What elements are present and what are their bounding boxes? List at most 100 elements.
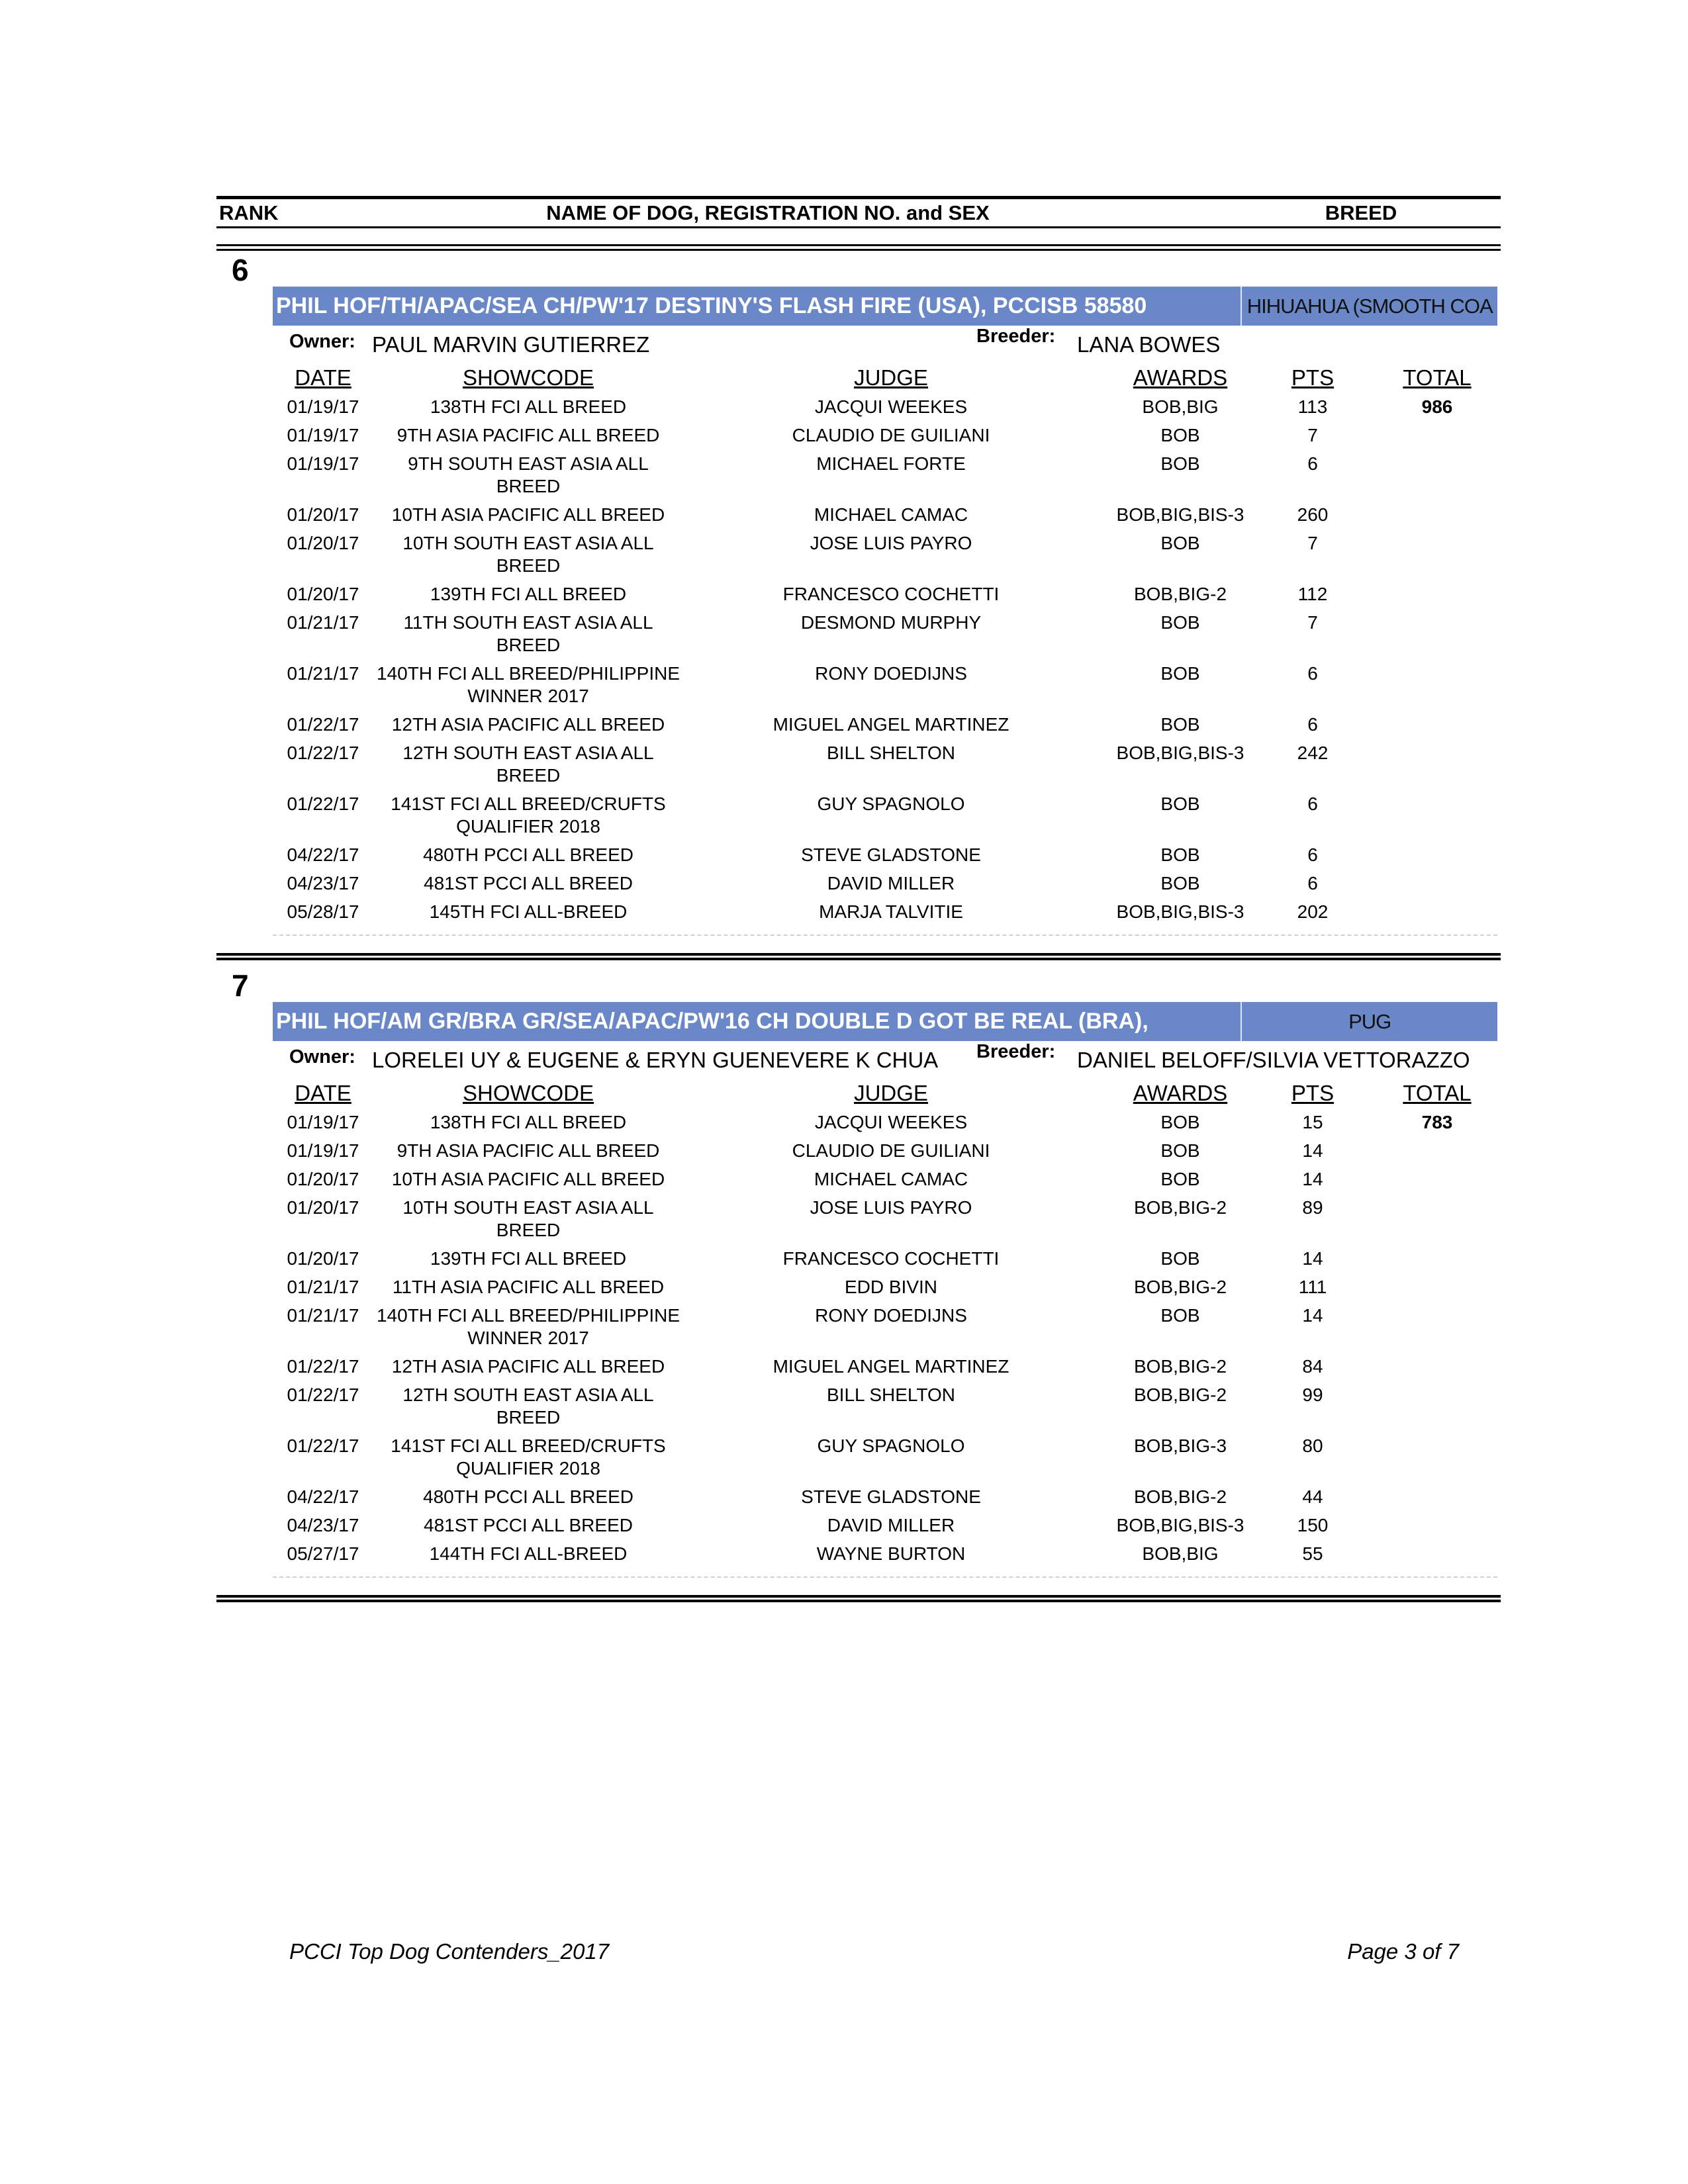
breed-cell: PUG xyxy=(1241,1002,1497,1041)
pts: 84 xyxy=(1302,1356,1323,1377)
rank: 6 xyxy=(232,253,249,287)
showcode: 144TH FCI ALL-BREED xyxy=(429,1543,628,1564)
date: 01/22/17 xyxy=(287,1356,359,1377)
date: 01/21/17 xyxy=(287,663,359,684)
empty-cell xyxy=(1360,1384,1515,1429)
result-row: 05/27/17 144TH FCI ALL-BREED WAYNE BURTON B… xyxy=(277,1540,1515,1569)
pts: 202 xyxy=(1297,901,1329,922)
judge: RONY DOEDIJNS xyxy=(815,1305,967,1326)
judge: MICHAEL CAMAC xyxy=(814,1169,968,1189)
header-rank: RANK xyxy=(219,201,279,224)
rule xyxy=(216,226,1501,228)
result-row: 01/20/17 10TH ASIA PACIFIC ALL BREED MICHA… xyxy=(277,1165,1515,1194)
showcode: 11TH ASIA PACIFIC ALL BREED xyxy=(392,1277,665,1297)
awards: BOB,BIG xyxy=(1142,1543,1219,1564)
date: 01/20/17 xyxy=(287,1197,359,1218)
column-header: JUDGE xyxy=(854,1081,928,1105)
result-row: 01/22/17 141ST FCI ALL BREED/CRUFTS QUALI… xyxy=(277,790,1515,841)
empty-cell xyxy=(1360,1355,1515,1378)
empty-cell xyxy=(1360,424,1515,447)
awards: BOB xyxy=(1160,714,1200,735)
awards: BOB,BIG-2 xyxy=(1133,1486,1227,1507)
awards: BOB,BIG,BIS-3 xyxy=(1116,901,1244,922)
total: 783 xyxy=(1421,1112,1453,1132)
column-headers: DATE SHOWCODE JUDGE AWARDS PTS TOTAL xyxy=(277,363,1515,393)
breeder-label: Breeder: xyxy=(976,1041,1056,1062)
date: 05/27/17 xyxy=(287,1543,359,1564)
judge: DESMOND MURPHY xyxy=(800,612,982,633)
awards: BOB xyxy=(1160,533,1200,553)
dog-bar: PHIL HOF/TH/APAC/SEA CH/PW'17 DESTINY'S … xyxy=(273,287,1497,326)
awards: BOB xyxy=(1160,873,1200,893)
result-row: 01/22/17 12TH SOUTH EAST ASIA ALL BREED BI… xyxy=(277,739,1515,790)
judge: STEVE GLADSTONE xyxy=(801,1486,981,1507)
date: 04/22/17 xyxy=(287,1486,359,1507)
result-row: 01/21/17 140TH FCI ALL BREED/PHILIPPINE W… xyxy=(277,660,1515,711)
showcode: 10TH ASIA PACIFIC ALL BREED xyxy=(391,1169,665,1189)
judge: CLAUDIO DE GUILIANI xyxy=(792,1140,990,1161)
entries: 6 PHIL HOF/TH/APAC/SEA CH/PW'17 DESTINY'S… xyxy=(0,254,1688,1602)
total: 986 xyxy=(1421,396,1453,417)
showcode: 11TH SOUTH EAST ASIA ALL BREED xyxy=(403,612,653,655)
awards: BOB,BIG-2 xyxy=(1133,1277,1227,1297)
awards: BOB xyxy=(1160,844,1200,865)
awards: BOB xyxy=(1160,1140,1200,1161)
date: 01/20/17 xyxy=(287,1169,359,1189)
awards: BOB xyxy=(1160,1169,1200,1189)
date: 01/22/17 xyxy=(287,714,359,735)
empty-cell xyxy=(1360,1486,1515,1508)
date: 01/19/17 xyxy=(287,453,359,474)
awards: BOB xyxy=(1160,1112,1200,1132)
pts: 55 xyxy=(1302,1543,1323,1564)
showcode: 141ST FCI ALL BREED/CRUFTS QUALIFIER 201… xyxy=(391,1435,666,1479)
result-row: 04/23/17 481ST PCCI ALL BREED DAVID MILLER… xyxy=(277,870,1515,898)
owner: PAUL MARVIN GUTIERREZ xyxy=(372,332,650,357)
result-row: 01/19/17 138TH FCI ALL BREED JACQUI WEEKES… xyxy=(277,393,1515,422)
awards: BOB,BIG-3 xyxy=(1133,1435,1227,1456)
judge: JACQUI WEEKES xyxy=(814,1112,968,1132)
column-header: AWARDS xyxy=(1133,365,1228,390)
pts: 113 xyxy=(1297,396,1328,417)
pts: 6 xyxy=(1307,873,1318,893)
showcode: 10TH SOUTH EAST ASIA ALL BREED xyxy=(402,533,654,576)
showcode: 139TH FCI ALL BREED xyxy=(430,1248,627,1269)
date: 01/20/17 xyxy=(287,533,359,553)
empty-cell xyxy=(1360,612,1515,657)
dashed-rule xyxy=(273,934,1497,936)
breeder: DANIEL BELOFF/SILVIA VETTORAZZO xyxy=(1077,1048,1470,1072)
empty-cell xyxy=(1360,713,1515,736)
result-row: 05/28/17 145TH FCI ALL-BREED MARJA TALVITI… xyxy=(277,898,1515,927)
date: 01/22/17 xyxy=(287,743,359,763)
pts: 111 xyxy=(1298,1277,1327,1297)
column-header: PTS xyxy=(1291,1081,1335,1105)
awards: BOB xyxy=(1160,425,1200,445)
showcode: 480TH PCCI ALL BREED xyxy=(423,1486,633,1507)
judge: MARJA TALVITIE xyxy=(819,901,963,922)
pts: 7 xyxy=(1307,425,1318,445)
result-row: 01/22/17 12TH ASIA PACIFIC ALL BREED MIGUE… xyxy=(277,711,1515,739)
result-row: 01/22/17 12TH ASIA PACIFIC ALL BREED MIGUE… xyxy=(277,1353,1515,1381)
pts: 150 xyxy=(1297,1515,1329,1535)
pts: 15 xyxy=(1302,1112,1323,1132)
date: 01/19/17 xyxy=(287,396,359,417)
rule xyxy=(216,249,1501,251)
rank: 7 xyxy=(232,968,249,1003)
empty-cell xyxy=(1360,583,1515,606)
column-header: AWARDS xyxy=(1133,1081,1228,1105)
breed-cell: HIHUAHUA (SMOOTH COA xyxy=(1241,287,1497,326)
empty-cell xyxy=(1360,1140,1515,1162)
empty-cell xyxy=(1360,1514,1515,1537)
showcode: 138TH FCI ALL BREED xyxy=(430,1112,627,1132)
result-row: 04/23/17 481ST PCCI ALL BREED DAVID MILLER… xyxy=(277,1512,1515,1540)
date: 01/21/17 xyxy=(287,1305,359,1326)
column-header: DATE xyxy=(295,1081,352,1105)
pts: 99 xyxy=(1302,1385,1323,1405)
empty-cell xyxy=(1360,662,1515,707)
awards: BOB xyxy=(1160,1248,1200,1269)
awards: BOB xyxy=(1160,663,1200,684)
column-header: SHOWCODE xyxy=(463,1081,594,1105)
awards: BOB xyxy=(1160,453,1200,474)
breeder: LANA BOWES xyxy=(1077,332,1221,357)
empty-cell xyxy=(1360,1168,1515,1191)
